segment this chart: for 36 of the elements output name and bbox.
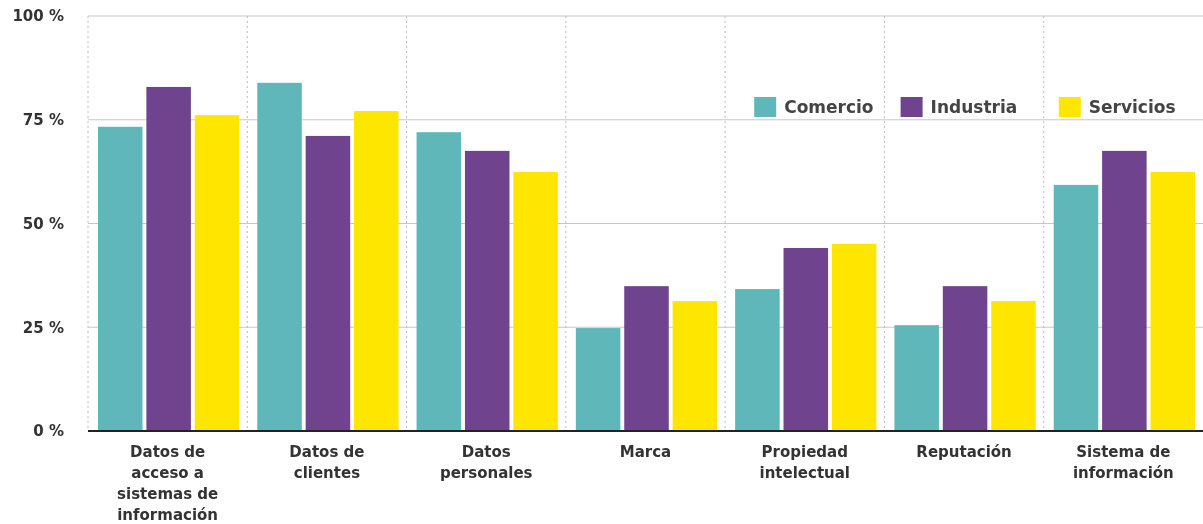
bar	[1150, 172, 1195, 431]
bar	[1102, 150, 1147, 431]
bar	[672, 301, 718, 431]
bar	[464, 150, 510, 431]
bar	[194, 115, 240, 431]
y-tick-label: 100 %	[12, 7, 64, 26]
x-tick-label: Reputación	[916, 443, 1012, 461]
x-tick-label: Datos personales	[439, 443, 533, 482]
bar	[1053, 184, 1099, 431]
bar	[624, 286, 669, 431]
y-tick-label: 75 %	[22, 111, 64, 129]
bar	[305, 135, 351, 431]
x-tick-label: Marca	[619, 443, 672, 461]
x-tick-label: Datos de acceso a sistemas de información	[117, 443, 219, 524]
bar	[416, 132, 462, 431]
bar	[942, 286, 988, 431]
bar	[146, 86, 191, 431]
x-tick-label: Propiedad intelectual	[759, 443, 851, 482]
legend-label: Comercio	[784, 96, 874, 117]
legend-label: Industria	[930, 96, 1018, 117]
x-tick-label: Sistema de información	[1072, 443, 1174, 482]
y-tick-label: 0 %	[33, 422, 64, 441]
x-tick-label: Datos de clientes	[289, 443, 365, 482]
bar	[831, 243, 877, 431]
y-tick-label: 25 %	[22, 318, 64, 337]
bar	[513, 172, 558, 431]
bar	[257, 82, 302, 431]
bar	[575, 328, 621, 431]
legend-label: Servicios	[1088, 96, 1176, 117]
bar	[991, 301, 1036, 431]
bar	[735, 289, 780, 431]
bar	[354, 111, 399, 431]
bar	[894, 325, 939, 431]
bar	[98, 126, 143, 431]
bar	[783, 247, 829, 431]
y-tick-label: 50 %	[22, 214, 64, 233]
